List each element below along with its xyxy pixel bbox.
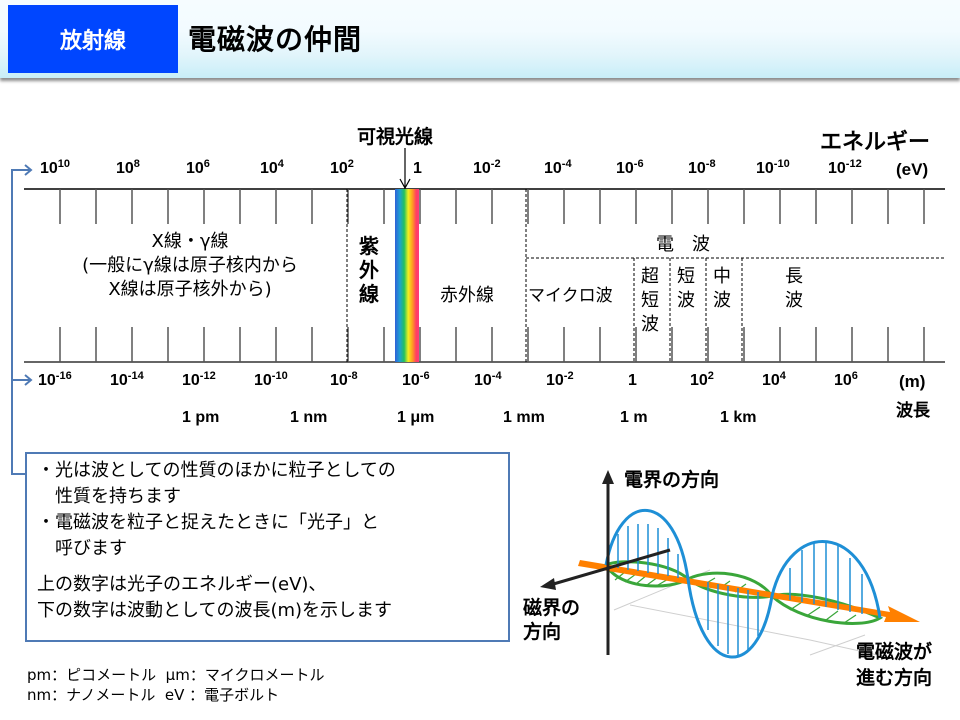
tick-label: 10-8 [330, 370, 358, 389]
tick-label: 102 [690, 370, 714, 389]
tick-label: 10-16 [38, 370, 72, 389]
unit-label: 1 mm [503, 409, 545, 426]
region-lf: 長波 [785, 266, 803, 311]
tick-label: 10-4 [474, 370, 502, 389]
propagation-arrow [578, 560, 920, 622]
slide-header: 放射線 電磁波の仲間 [0, 0, 960, 78]
b-field-axis [549, 548, 671, 587]
tick-label: 10-10 [756, 158, 790, 177]
region-microwave: マイクロ波 [528, 286, 613, 306]
tick-label: 10-6 [402, 370, 430, 389]
tick-label: 10-10 [254, 370, 288, 389]
footnotes: pm：ピコメートル μm：マイクロメートル nm：ナノメートル eV ：電子ボルト [27, 666, 325, 704]
unit-label: 1 μm [397, 409, 435, 426]
tick-label: 10-12 [828, 158, 862, 177]
note-line: 呼びます [37, 538, 127, 559]
tick-label: 10-6 [616, 158, 644, 177]
note-line: 性質を持ちます [37, 486, 181, 507]
notes-box: ・光は波としての性質のほかに粒子としての 性質を持ちます ・電磁波を粒子と捉えた… [25, 452, 510, 642]
page-title: 電磁波の仲間 [188, 23, 363, 56]
wavelength-unit: (m) [899, 372, 926, 391]
tick-label: 102 [330, 158, 354, 177]
tick-label: 1010 [40, 158, 71, 177]
visible-spectrum-bar [395, 189, 419, 362]
region-vhf: 超短波 [641, 266, 659, 335]
region-hf: 短波 [677, 266, 695, 311]
tick-label: 10-8 [688, 158, 716, 177]
b-field-label: 磁界の 方向 [523, 598, 581, 643]
energy-title: エネルギー [820, 129, 931, 154]
region-xray-gamma: X線・γ線 (一般にγ線は原子核内から X線は原子核外から) [82, 231, 298, 300]
tick-label: 10-14 [110, 370, 144, 389]
region-infrared: 赤外線 [440, 285, 494, 306]
note-line: ・電磁波を粒子と捉えたときに「光子」と [37, 512, 379, 533]
unit-label: 1 pm [182, 409, 220, 426]
energy-unit: (eV) [896, 160, 929, 179]
em-wave-illustration [540, 470, 920, 661]
bracket-connector [11, 164, 33, 475]
tick-label: 106 [186, 158, 210, 177]
note-line: 上の数字は光子のエネルギー(eV)、 [37, 574, 327, 595]
tick-label: 10-2 [546, 370, 574, 389]
tick-label: 1 [413, 160, 422, 177]
tick-label: 1 [628, 372, 637, 389]
region-radio: 電 波 [656, 234, 710, 255]
note-line: 下の数字は波動としての波長(m)を示します [37, 600, 393, 621]
unit-label: 1 km [720, 409, 757, 426]
tick-label: 10-4 [544, 158, 572, 177]
tick-label: 106 [834, 370, 858, 389]
unit-label: 1 m [620, 409, 648, 426]
visible-light-label: 可視光線 [357, 127, 434, 148]
region-uv: 紫外線 [359, 234, 379, 306]
region-mf: 中波 [713, 266, 731, 311]
category-badge: 放射線 [8, 5, 178, 73]
tick-label: 104 [260, 158, 284, 177]
note-line: ・光は波としての性質のほかに粒子としての [37, 460, 396, 481]
tick-label: 10-2 [473, 158, 501, 177]
tick-label: 108 [116, 158, 140, 177]
e-field-label: 電界の方向 [624, 470, 720, 491]
wavelength-title: 波長 [896, 401, 930, 420]
propagation-label: 電磁波が 進む方向 [856, 642, 933, 689]
unit-label: 1 nm [290, 409, 328, 426]
tick-label: 104 [762, 370, 786, 389]
tick-label: 10-12 [182, 370, 216, 389]
